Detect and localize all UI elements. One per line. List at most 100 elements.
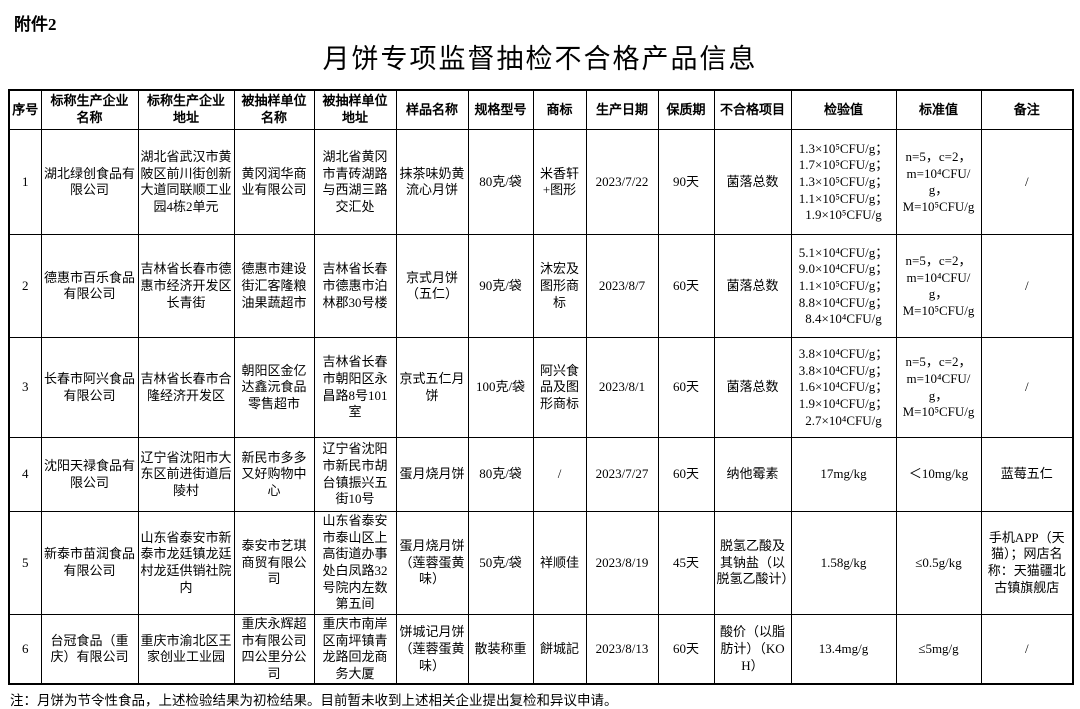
cell-producer-address: 辽宁省沈阳市大东区前进街道后陵村: [137, 437, 235, 513]
cell-production-date: 2023/8/1: [585, 337, 659, 439]
col-header-shelf-life: 保质期: [657, 89, 715, 131]
cell-production-date: 2023/8/13: [585, 613, 659, 685]
header-row: 序号 标称生产企业 名称 标称生产企业 地址 被抽样单位 名称 被抽样单位 地址…: [8, 89, 1074, 131]
cell-producer-address: 重庆市渝北区王家创业工业园: [137, 613, 235, 685]
cell-producer-name: 新泰市苗润食品有限公司: [40, 511, 139, 615]
table-row: 1 湖北绿创食品有限公司 湖北省武汉市黄陂区前川街创新大道同联顺工业园4栋2单元…: [8, 129, 1074, 236]
cell-spec: 80克/袋: [467, 437, 534, 513]
cell-sampled-unit-name: 重庆永辉超市有限公司四公里分公司: [233, 613, 315, 685]
cell-producer-name: 长春市阿兴食品有限公司: [40, 337, 139, 439]
cell-sampled-unit-name: 德惠市建设街汇客隆粮油果蔬超市: [233, 234, 315, 339]
cell-remark: /: [980, 337, 1074, 439]
cell-standard-value: ＜10mg/kg: [895, 437, 982, 513]
col-header-sampled-unit-address: 被抽样单位 地址: [313, 89, 397, 131]
cell-sampled-unit-address: 吉林省长春市朝阳区永昌路8号101室: [313, 337, 397, 439]
cell-sampled-unit-name: 泰安市艺琪商贸有限公司: [233, 511, 315, 615]
cell-producer-name: 湖北绿创食品有限公司: [40, 129, 139, 236]
cell-spec: 50克/袋: [467, 511, 534, 615]
cell-producer-address: 吉林省长春市德惠市经济开发区长青街: [137, 234, 235, 339]
cell-standard-value: ≤5mg/g: [895, 613, 982, 685]
cell-production-date: 2023/8/19: [585, 511, 659, 615]
cell-test-value: 3.8×10⁴CFU/g； 3.8×10⁴CFU/g； 1.6×10⁴CFU/g…: [790, 337, 897, 439]
cell-producer-address: 湖北省武汉市黄陂区前川街创新大道同联顺工业园4栋2单元: [137, 129, 235, 236]
cell-seq: 5: [8, 511, 42, 615]
inspection-table: 序号 标称生产企业 名称 标称生产企业 地址 被抽样单位 名称 被抽样单位 地址…: [8, 88, 1074, 686]
cell-spec: 100克/袋: [467, 337, 534, 439]
cell-sampled-unit-address: 湖北省黄冈市青砖湖路与西湖三路交汇处: [313, 129, 397, 236]
cell-test-value: 13.4mg/g: [790, 613, 897, 685]
col-header-failed-item: 不合格项目: [713, 89, 792, 131]
cell-sample-name: 蛋月烧月饼（莲蓉蛋黄味）: [395, 511, 469, 615]
cell-sample-name: 京式月饼（五仁）: [395, 234, 469, 339]
cell-producer-name: 台冠食品（重庆）有限公司: [40, 613, 139, 685]
cell-shelf-life: 90天: [657, 129, 715, 236]
cell-sample-name: 京式五仁月饼: [395, 337, 469, 439]
cell-sampled-unit-name: 黄冈润华商业有限公司: [233, 129, 315, 236]
col-header-sampled-unit-name: 被抽样单位 名称: [233, 89, 315, 131]
cell-sample-name: 饼城记月饼（莲蓉蛋黄味）: [395, 613, 469, 685]
cell-shelf-life: 45天: [657, 511, 715, 615]
cell-standard-value: n=5，c=2， m=10⁴CFU/g， M=10⁵CFU/g: [895, 337, 982, 439]
cell-brand: /: [532, 437, 587, 513]
cell-production-date: 2023/7/27: [585, 437, 659, 513]
cell-test-value: 1.3×10⁵CFU/g； 1.7×10⁵CFU/g； 1.3×10⁵CFU/g…: [790, 129, 897, 236]
col-header-production-date: 生产日期: [585, 89, 659, 131]
col-header-test-value: 检验值: [790, 89, 897, 131]
cell-test-value: 17mg/kg: [790, 437, 897, 513]
cell-standard-value: n=5，c=2， m=10⁴CFU/g， M=10⁵CFU/g: [895, 129, 982, 236]
attachment-label: 附件2: [14, 15, 57, 34]
cell-producer-name: 沈阳天禄食品有限公司: [40, 437, 139, 513]
table-row: 5 新泰市苗润食品有限公司 山东省泰安市新泰市龙廷镇龙廷村龙廷供销社院内 泰安市…: [8, 511, 1074, 615]
cell-remark: /: [980, 234, 1074, 339]
cell-brand: 沐宏及图形商标: [532, 234, 587, 339]
table-row: 3 长春市阿兴食品有限公司 吉林省长春市合隆经济开发区 朝阳区金亿达鑫沅食品零售…: [8, 337, 1074, 439]
page-title: 月饼专项监督抽检不合格产品信息: [322, 44, 758, 74]
cell-standard-value: n=5，c=2， m=10⁴CFU/g， M=10⁵CFU/g: [895, 234, 982, 339]
cell-sampled-unit-address: 重庆市南岸区南坪镇青龙路回龙商务大厦: [313, 613, 397, 685]
table-row: 6 台冠食品（重庆）有限公司 重庆市渝北区王家创业工业园 重庆永辉超市有限公司四…: [8, 613, 1074, 685]
cell-sample-name: 抹茶味奶黄流心月饼: [395, 129, 469, 236]
cell-test-value: 5.1×10⁴CFU/g； 9.0×10⁴CFU/g； 1.1×10⁵CFU/g…: [790, 234, 897, 339]
cell-seq: 1: [8, 129, 42, 236]
cell-sampled-unit-name: 新民市多多又好购物中心: [233, 437, 315, 513]
cell-sampled-unit-address: 吉林省长春市德惠市泊林郡30号楼: [313, 234, 397, 339]
table-row: 4 沈阳天禄食品有限公司 辽宁省沈阳市大东区前进街道后陵村 新民市多多又好购物中…: [8, 437, 1074, 513]
cell-spec: 90克/袋: [467, 234, 534, 339]
cell-seq: 3: [8, 337, 42, 439]
cell-shelf-life: 60天: [657, 234, 715, 339]
cell-sample-name: 蛋月烧月饼: [395, 437, 469, 513]
footnote: 注：月饼为节令性食品，上述检验结果为初检结果。目前暂未收到上述相关企业提出复检和…: [10, 693, 618, 709]
col-header-remark: 备注: [980, 89, 1074, 131]
col-header-sample-name: 样品名称: [395, 89, 469, 131]
cell-shelf-life: 60天: [657, 437, 715, 513]
cell-sampled-unit-name: 朝阳区金亿达鑫沅食品零售超市: [233, 337, 315, 439]
cell-standard-value: ≤0.5g/kg: [895, 511, 982, 615]
col-header-standard-value: 标准值: [895, 89, 982, 131]
cell-producer-name: 德惠市百乐食品有限公司: [40, 234, 139, 339]
cell-failed-item: 酸价（以脂肪计）（KOH）: [713, 613, 792, 685]
cell-spec: 80克/袋: [467, 129, 534, 236]
cell-sampled-unit-address: 山东省泰安市泰山区上高街道办事处白凤路32号院内左数第五间: [313, 511, 397, 615]
cell-sampled-unit-address: 辽宁省沈阳市新民市胡台镇振兴五街10号: [313, 437, 397, 513]
cell-test-value: 1.58g/kg: [790, 511, 897, 615]
cell-seq: 4: [8, 437, 42, 513]
cell-failed-item: 菌落总数: [713, 337, 792, 439]
cell-failed-item: 菌落总数: [713, 129, 792, 236]
cell-spec: 散装称重: [467, 613, 534, 685]
cell-producer-address: 山东省泰安市新泰市龙廷镇龙廷村龙廷供销社院内: [137, 511, 235, 615]
cell-production-date: 2023/7/22: [585, 129, 659, 236]
cell-brand: 米香轩+图形: [532, 129, 587, 236]
cell-brand: 阿兴食品及图形商标: [532, 337, 587, 439]
cell-failed-item: 纳他霉素: [713, 437, 792, 513]
cell-failed-item: 菌落总数: [713, 234, 792, 339]
col-header-producer-name: 标称生产企业 名称: [40, 89, 139, 131]
cell-seq: 6: [8, 613, 42, 685]
table-row: 2 德惠市百乐食品有限公司 吉林省长春市德惠市经济开发区长青街 德惠市建设街汇客…: [8, 234, 1074, 339]
cell-remark: 手机APP（天猫）；网店名称：天猫疆北古镇旗舰店: [980, 511, 1074, 615]
cell-producer-address: 吉林省长春市合隆经济开发区: [137, 337, 235, 439]
cell-brand: 祥顺佳: [532, 511, 587, 615]
cell-shelf-life: 60天: [657, 337, 715, 439]
col-header-spec: 规格型号: [467, 89, 534, 131]
cell-brand: 餅城記: [532, 613, 587, 685]
cell-failed-item: 脱氢乙酸及其钠盐（以脱氢乙酸计）: [713, 511, 792, 615]
